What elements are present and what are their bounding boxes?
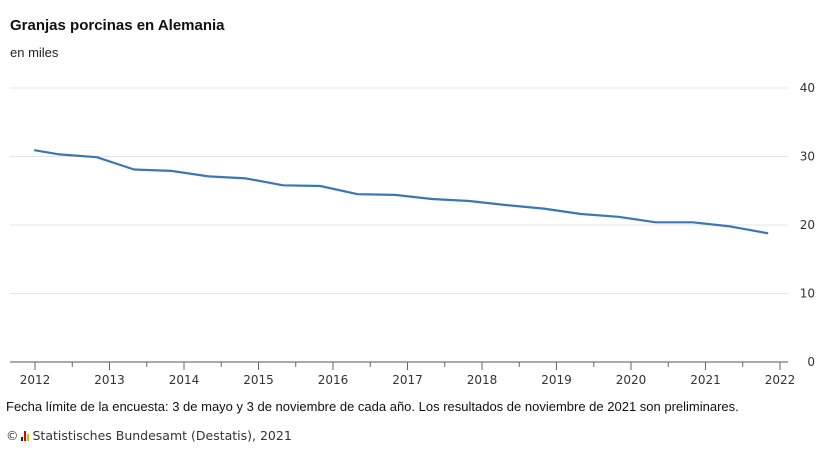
y-tick-label: 30 — [800, 150, 815, 164]
x-tick-label: 2022 — [765, 373, 796, 387]
copyright-symbol: © — [6, 428, 19, 443]
source-text: Statistisches Bundesamt (Destatis), 2021 — [32, 428, 292, 443]
source-credit: © Statistisches Bundesamt (Destatis), 20… — [6, 428, 292, 443]
x-tick-label: 2014 — [169, 373, 200, 387]
y-tick-label: 40 — [800, 81, 815, 95]
x-tick-label: 2018 — [467, 373, 498, 387]
x-tick-label: 2012 — [20, 373, 51, 387]
destatis-logo-icon — [20, 430, 29, 441]
x-tick-label: 2020 — [616, 373, 647, 387]
y-tick-label: 0 — [807, 355, 815, 369]
chart-subtitle: en miles — [10, 45, 59, 60]
series-line — [33, 149, 769, 235]
x-tick-label: 2016 — [318, 373, 349, 387]
y-tick-label: 20 — [800, 218, 815, 232]
x-tick-label: 2013 — [94, 373, 125, 387]
x-tick-label: 2015 — [243, 373, 274, 387]
x-tick-label: 2019 — [541, 373, 572, 387]
chart-title: Granjas porcinas en Alemania — [10, 17, 225, 34]
line-chart: 0 10 20 30 40 2012 2013 2014 2015 2016 2017 2018 201… — [10, 81, 815, 387]
x-tick-label: 2017 — [392, 373, 423, 387]
x-tick-label: 2021 — [690, 373, 721, 387]
y-tick-label: 10 — [800, 287, 815, 301]
survey-note: Fecha límite de la encuesta: 3 de mayo y… — [6, 399, 739, 414]
